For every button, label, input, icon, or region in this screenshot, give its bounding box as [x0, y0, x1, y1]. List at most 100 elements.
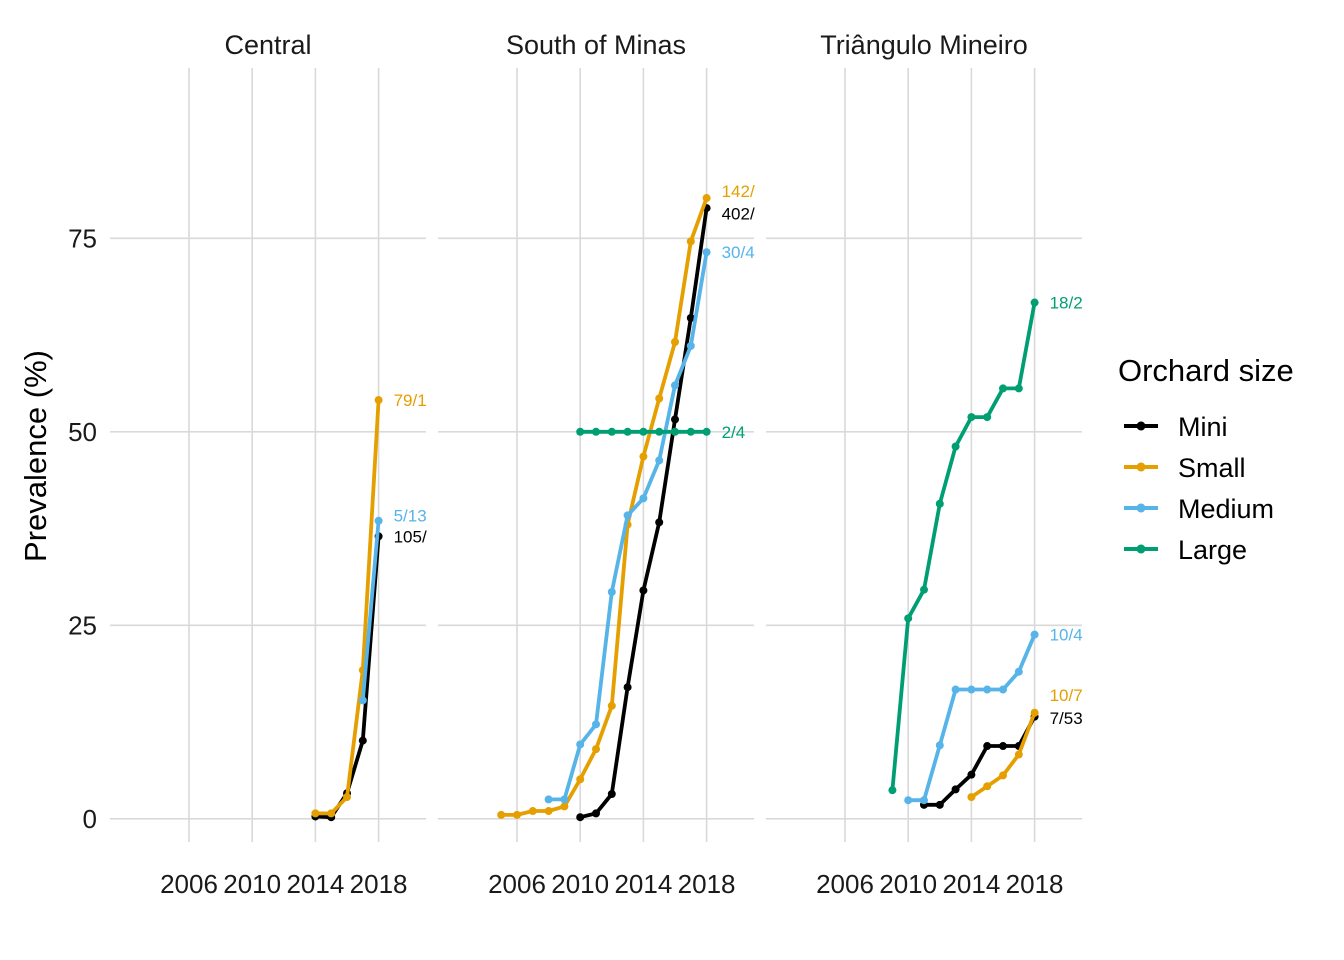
end-label-mini: 105/: [394, 527, 427, 546]
data-point-large: [951, 442, 960, 451]
facet-title-central: Central: [224, 30, 311, 60]
data-point-large: [592, 427, 600, 436]
legend-title: Orchard size: [1118, 353, 1294, 388]
legend-label-medium: Medium: [1178, 494, 1274, 524]
data-point-large: [935, 499, 944, 508]
x-tick-label: 2018: [1006, 869, 1064, 899]
end-label-mini: 7/53: [1050, 709, 1083, 728]
data-point-mini: [358, 736, 367, 745]
y-axis-label: Prevalence (%): [18, 350, 53, 562]
data-point-small: [671, 337, 679, 346]
end-label-medium: 10/4: [1050, 626, 1083, 645]
data-point-small: [967, 793, 976, 802]
data-point-medium: [935, 741, 944, 750]
end-label-medium: 30/4: [722, 243, 755, 262]
data-point-large: [1014, 384, 1023, 393]
data-point-medium: [639, 494, 648, 503]
data-point-medium: [623, 511, 632, 520]
data-point-small: [544, 807, 553, 816]
x-tick-label: 2014: [286, 869, 344, 899]
data-point-small: [999, 771, 1007, 780]
data-point-medium: [983, 685, 992, 694]
data-point-mini: [686, 314, 695, 323]
x-tick-label: 2006: [160, 869, 218, 899]
end-label-large: 18/2: [1050, 294, 1083, 313]
y-tick-label: 0: [83, 804, 97, 834]
data-point-medium: [904, 796, 913, 805]
data-point-small: [592, 745, 600, 754]
data-point-large: [671, 427, 679, 436]
x-tick-label: 2018: [350, 869, 408, 899]
series-line-small: [499, 196, 709, 817]
legend-key-point: [1136, 544, 1146, 554]
data-point-mini: [951, 785, 960, 794]
data-point-medium: [1014, 667, 1023, 676]
data-point-large: [655, 427, 664, 436]
data-point-mini: [623, 683, 632, 692]
data-point-small: [497, 810, 506, 819]
data-point-small: [311, 809, 320, 818]
data-point-medium: [920, 796, 928, 805]
data-point-mini: [639, 586, 648, 595]
data-point-large: [623, 427, 632, 436]
data-point-medium: [686, 341, 695, 350]
data-point-large: [920, 585, 928, 594]
data-point-medium: [576, 740, 585, 749]
legend-label-small: Small: [1178, 453, 1246, 483]
x-tick-label: 2014: [942, 869, 1000, 899]
data-point-medium: [702, 248, 711, 257]
x-tick-label: 2010: [551, 869, 609, 899]
facet-title-south-of-minas: South of Minas: [506, 30, 686, 60]
end-label-small: 142/: [722, 182, 755, 201]
facet-title-tri-ngulo-mineiro: Triângulo Mineiro: [820, 30, 1028, 60]
data-point-medium: [967, 685, 976, 694]
y-tick-label: 50: [68, 417, 97, 447]
data-point-medium: [671, 381, 679, 390]
data-point-medium: [358, 696, 367, 705]
data-point-small: [983, 782, 992, 791]
data-point-medium: [607, 587, 616, 596]
data-point-large: [888, 786, 897, 795]
data-point-large: [999, 384, 1007, 393]
end-label-large: 2/4: [722, 423, 746, 442]
data-point-small: [639, 452, 648, 461]
data-point-small: [343, 793, 351, 802]
data-point-mini: [967, 770, 976, 779]
x-tick-label: 2006: [816, 869, 874, 899]
series-line-large: [890, 300, 1037, 792]
x-tick-label: 2018: [678, 869, 736, 899]
end-label-mini: 402/: [722, 205, 755, 224]
legend-label-large: Large: [1178, 535, 1247, 565]
data-point-mini: [655, 518, 664, 527]
data-point-mini: [935, 800, 944, 809]
x-tick-label: 2010: [879, 869, 937, 899]
data-point-medium: [951, 685, 960, 694]
legend: Orchard size Mini Small Medium Large: [1118, 353, 1294, 565]
data-point-small: [607, 701, 616, 710]
data-point-mini: [576, 813, 585, 822]
x-tick-label: 2014: [614, 869, 672, 899]
legend-key-point: [1136, 503, 1146, 513]
grid-layer: [110, 68, 1082, 842]
x-tick-label: 2006: [488, 869, 546, 899]
series-line-medium: [360, 518, 381, 703]
end-label-small: 10/7: [1050, 686, 1083, 705]
data-point-medium: [592, 720, 600, 729]
x-tick-label: 2010: [223, 869, 281, 899]
legend-label-mini: Mini: [1178, 412, 1228, 442]
data-point-large: [904, 614, 913, 623]
data-point-medium: [560, 795, 569, 804]
y-tick-label: 75: [68, 223, 97, 253]
data-point-small: [1030, 708, 1039, 717]
data-point-small: [655, 394, 664, 403]
end-label-small: 79/1: [394, 391, 427, 410]
data-point-mini: [999, 742, 1007, 751]
y-tick-label: 25: [68, 610, 97, 640]
data-point-large: [639, 427, 648, 436]
data-point-medium: [1030, 630, 1039, 639]
data-point-large: [1030, 298, 1039, 307]
data-point-mini: [607, 790, 616, 799]
data-point-mini: [983, 742, 992, 751]
data-point-large: [607, 427, 616, 436]
